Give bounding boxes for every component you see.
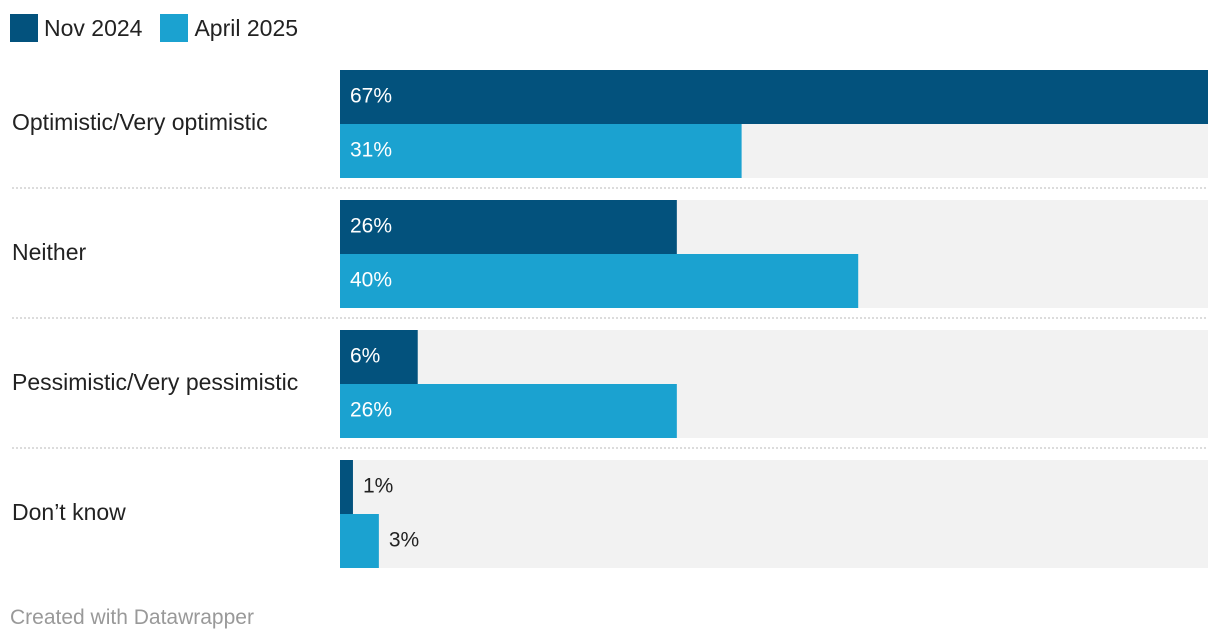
legend: Nov 2024 April 2025 (10, 14, 316, 42)
bar-pessimistic-very-pessimistic-april-2025 (340, 384, 677, 438)
bar-neither-april-2025 (340, 254, 859, 308)
bar-neither-nov-2024 (340, 200, 677, 254)
bar-pessimistic-very-pessimistic-nov-2024 (340, 330, 418, 384)
value-label-don-t-know-nov-2024: 1% (363, 475, 393, 498)
value-label-neither-april-2025: 40% (350, 269, 392, 292)
category-label-optimistic-very-optimistic: Optimistic/Very optimistic (12, 109, 268, 135)
category-label-don-t-know: Don’t know (12, 499, 126, 525)
legend-item-nov-2024: Nov 2024 (10, 14, 142, 42)
bar-don-t-know-april-2025 (340, 514, 379, 568)
category-label-pessimistic-very-pessimistic: Pessimistic/Very pessimistic (12, 369, 298, 395)
bar-optimistic-very-optimistic-april-2025 (340, 124, 742, 178)
value-label-optimistic-very-optimistic-nov-2024: 67% (350, 85, 392, 108)
legend-label-april-2025: April 2025 (194, 15, 299, 41)
legend-swatch-nov-2024 (10, 14, 38, 42)
bar-optimistic-very-optimistic-nov-2024 (340, 70, 1208, 124)
value-label-don-t-know-april-2025: 3% (389, 529, 419, 552)
bar-track-don-t-know (340, 460, 1208, 568)
value-label-pessimistic-very-pessimistic-april-2025: 26% (350, 399, 392, 422)
footer-credit: Created with Datawrapper (10, 606, 254, 629)
value-label-optimistic-very-optimistic-april-2025: 31% (350, 139, 392, 162)
category-label-neither: Neither (12, 239, 86, 265)
legend-item-april-2025: April 2025 (160, 14, 298, 42)
legend-swatch-april-2025 (160, 14, 189, 42)
value-label-pessimistic-very-pessimistic-nov-2024: 6% (350, 345, 380, 368)
value-label-neither-nov-2024: 26% (350, 215, 392, 238)
bar-chart: Optimistic/Very optimistic 67% 31% Neither 2… (12, 70, 1208, 568)
legend-label-nov-2024: Nov 2024 (44, 15, 143, 41)
bar-don-t-know-nov-2024 (340, 460, 353, 514)
